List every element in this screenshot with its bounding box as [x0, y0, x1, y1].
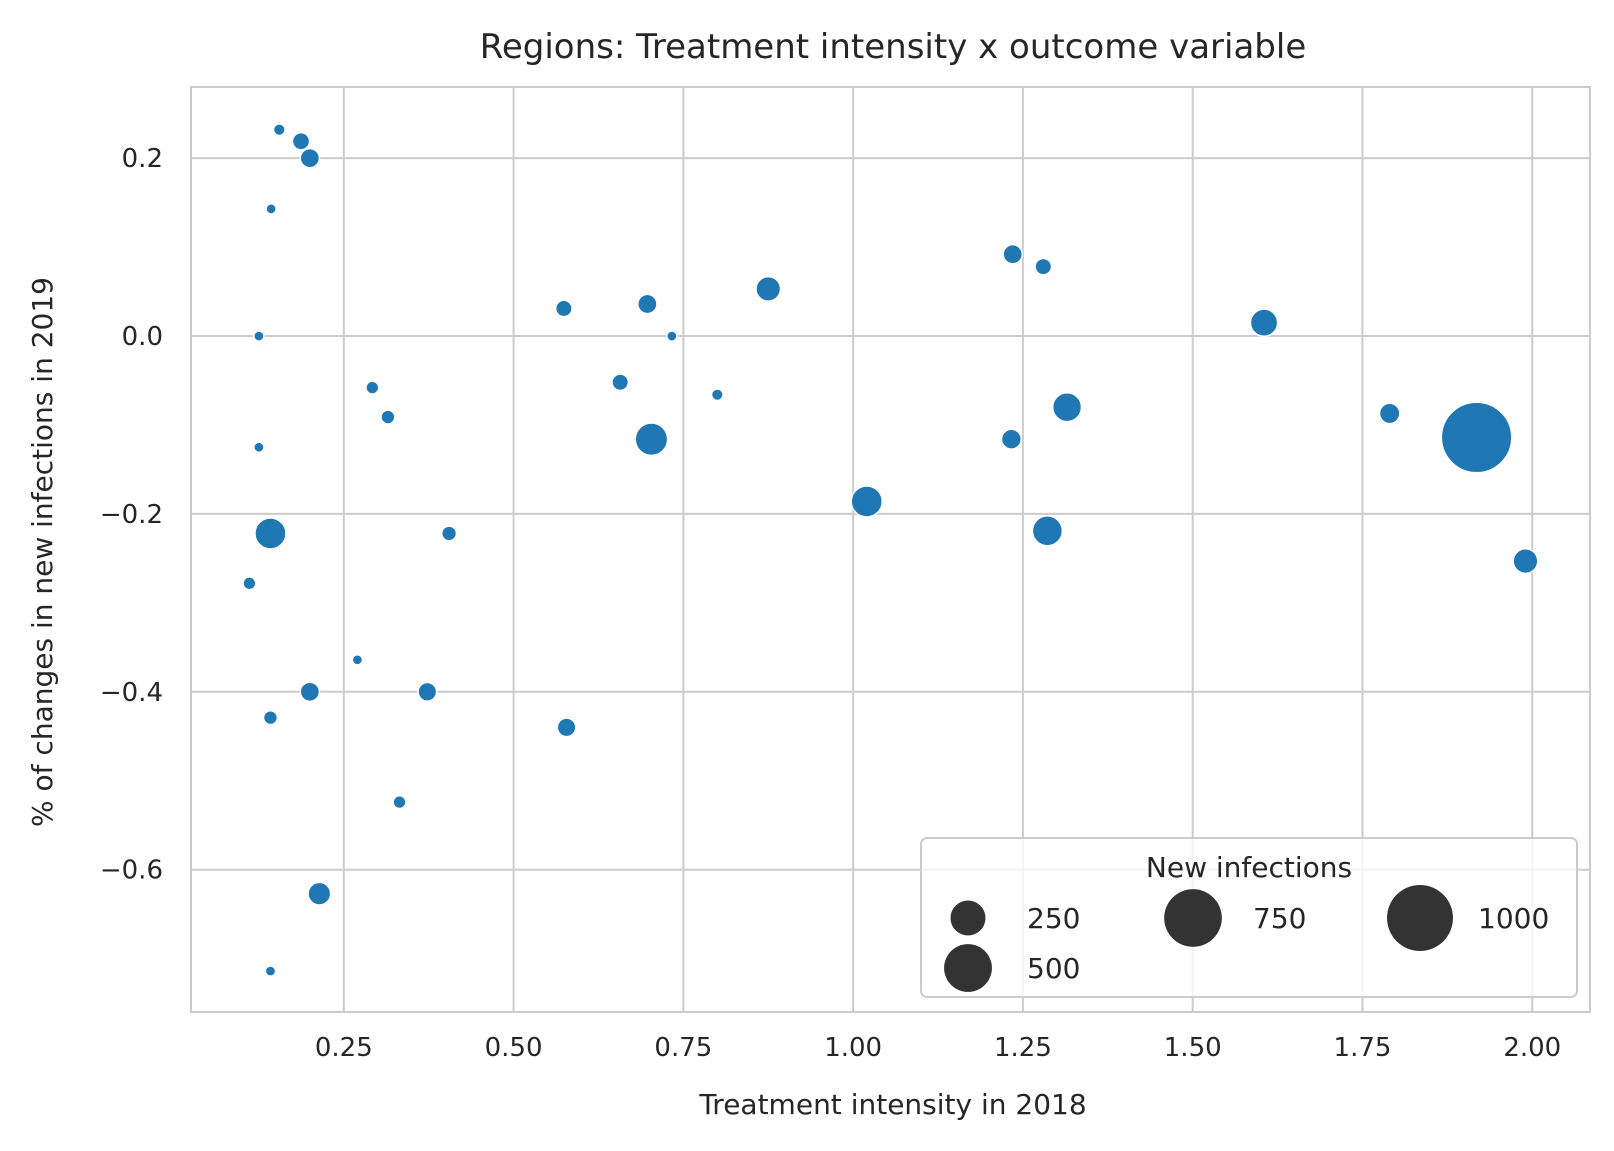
data-point	[1378, 402, 1401, 425]
data-point	[554, 299, 573, 318]
plot-frame	[190, 86, 1591, 1013]
y-axis-label: % of changes in new infections in 2019	[26, 277, 59, 827]
legend-marker	[1387, 885, 1453, 951]
data-point	[417, 681, 438, 702]
data-point	[1512, 548, 1539, 575]
data-point	[291, 131, 311, 151]
y-tick-label: −0.2	[100, 500, 163, 530]
data-point	[272, 123, 286, 137]
data-point	[351, 653, 364, 666]
legend-label: 500	[1027, 952, 1080, 985]
legend-items: 250 500 750 1000	[944, 885, 1549, 992]
x-tick-label: 0.75	[654, 1033, 712, 1063]
data-point	[365, 380, 380, 395]
data-point	[611, 373, 630, 392]
x-tick-label: 0.50	[485, 1033, 543, 1063]
x-tick-label: 1.00	[824, 1033, 882, 1063]
data-point	[1000, 428, 1023, 450]
legend-marker	[1164, 889, 1222, 947]
y-tick-label: −0.4	[100, 678, 163, 708]
legend-marker	[944, 944, 992, 992]
data-point	[1002, 243, 1024, 265]
size-legend: New infections 250 500 750 1000	[920, 837, 1578, 998]
data-point	[440, 525, 458, 542]
chart-title: Regions: Treatment intensity x outcome v…	[480, 27, 1307, 67]
data-point	[1034, 257, 1053, 276]
data-point	[299, 681, 321, 703]
data-point	[755, 275, 782, 302]
legend-label: 750	[1253, 902, 1306, 935]
data-point	[637, 293, 658, 315]
x-tick-label: 2.00	[1503, 1033, 1561, 1063]
data-point	[1031, 515, 1064, 547]
data-point	[710, 388, 724, 402]
data-point	[262, 709, 279, 726]
data-point	[307, 881, 332, 906]
data-point	[264, 965, 277, 977]
data-point	[392, 794, 407, 810]
data-point	[242, 576, 257, 591]
data-point	[253, 441, 265, 454]
x-axis-label: Treatment intensity in 2018	[698, 1088, 1086, 1121]
data-point	[1440, 401, 1513, 474]
x-tick-label: 1.50	[1164, 1033, 1222, 1063]
data-point	[665, 330, 678, 342]
y-tick-label: 0.0	[122, 322, 163, 352]
legend-marker	[950, 900, 986, 936]
data-point	[380, 409, 396, 425]
data-point	[254, 517, 287, 550]
y-axis-ticks: 0.2 0.0 −0.2 −0.4 −0.6	[100, 144, 163, 886]
legend-title: New infections	[1146, 851, 1352, 884]
data-point	[1249, 308, 1279, 338]
data-point	[265, 203, 277, 215]
legend-label: 250	[1027, 902, 1080, 935]
data-point	[634, 422, 669, 457]
data-point	[556, 717, 577, 738]
legend-label: 1000	[1478, 902, 1549, 935]
x-axis-ticks: 0.25 0.50 0.75 1.00 1.25 1.50 1.75 2.00	[315, 1033, 1561, 1063]
x-tick-label: 1.75	[1334, 1033, 1392, 1063]
data-point	[253, 330, 265, 342]
x-tick-label: 1.25	[994, 1033, 1052, 1063]
data-point	[299, 147, 321, 169]
data-points	[242, 123, 1539, 977]
y-tick-label: −0.6	[100, 856, 163, 886]
data-point	[1051, 392, 1083, 423]
data-point	[850, 485, 883, 518]
y-tick-label: 0.2	[122, 144, 163, 174]
x-tick-label: 0.25	[315, 1033, 373, 1063]
legend-box	[920, 837, 1578, 998]
